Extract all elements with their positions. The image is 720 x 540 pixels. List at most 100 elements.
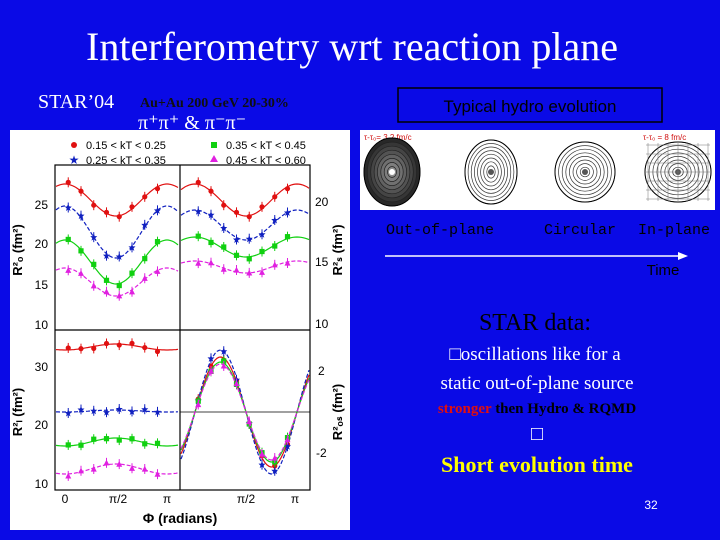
marker: [207, 367, 214, 374]
source-outline: [363, 137, 421, 207]
note-text: then Hydro & RQMD: [491, 401, 636, 417]
y-tick-label: 20: [35, 418, 49, 432]
marker: [141, 275, 148, 281]
marker: [142, 441, 148, 447]
marker: [207, 211, 215, 219]
marker: [91, 202, 97, 208]
marker: [258, 450, 265, 457]
x-tick-label: π: [163, 492, 171, 506]
y-tick-label: 20: [315, 195, 329, 209]
marker: [154, 440, 161, 446]
marker: [271, 261, 278, 268]
y-tick-label: 15: [35, 278, 49, 292]
marker: [116, 342, 122, 348]
marker: [271, 467, 279, 475]
note-highlight: stronger: [438, 401, 492, 417]
marker: [91, 261, 97, 267]
time-arrow-head: [678, 252, 688, 260]
note-line: static out-of-plane source: [440, 373, 633, 394]
marker: [221, 244, 227, 250]
marker: [116, 282, 122, 289]
x-tick-label: 0: [62, 492, 69, 506]
marker: [65, 442, 71, 448]
contour: [480, 157, 502, 187]
legend-entry: 0.15 < kT < 0.25: [86, 140, 166, 152]
legend-marker: [210, 155, 218, 162]
marker: [233, 380, 240, 387]
source-core: [488, 169, 494, 175]
x-tick-label: π/2: [237, 492, 256, 506]
marker: [128, 407, 136, 415]
marker: [233, 209, 240, 215]
shape-label: Out-of-plane: [386, 222, 494, 239]
y-tick-label: 15: [315, 255, 329, 269]
marker: [103, 340, 110, 347]
slide-title: Interferometry wrt reaction plane: [86, 24, 618, 69]
marker: [153, 408, 161, 416]
marker: [233, 252, 240, 258]
contour: [565, 152, 605, 192]
system: Au+Au 200 GeV 20-30%: [140, 96, 289, 111]
marker: [90, 407, 98, 415]
legend-marker: [211, 142, 217, 148]
particles: π⁺π⁺ & π⁻π⁻: [138, 112, 246, 134]
marker: [65, 267, 72, 273]
marker: [245, 235, 253, 243]
marker: [129, 204, 135, 210]
contour: [467, 143, 515, 201]
y-axis-label: R²ₒₛ (fm²): [330, 384, 345, 440]
hydro-title: Typical hydro evolution: [444, 97, 617, 116]
marker: [90, 465, 97, 472]
marker: [284, 436, 291, 443]
legend-entry: 0.45 < kT < 0.60: [226, 155, 306, 167]
marker: [142, 194, 148, 200]
marker: [246, 214, 252, 220]
marker: [258, 230, 266, 238]
marker: [103, 288, 110, 295]
marker: [272, 243, 278, 249]
legend-marker: [71, 142, 77, 148]
marker: [220, 265, 227, 272]
marker: [195, 259, 202, 266]
marker: [128, 243, 136, 251]
shape-label: In-plane: [638, 222, 710, 239]
marker: [259, 204, 265, 210]
contour: [477, 153, 505, 191]
y-tick-label: 10: [35, 477, 49, 491]
marker: [195, 233, 201, 239]
source-core: [582, 169, 588, 175]
y-tick-label: 10: [35, 318, 49, 332]
shape-label: Circular: [544, 222, 616, 239]
marker: [194, 207, 202, 215]
source-core: [389, 169, 395, 175]
contour: [579, 166, 591, 178]
page-number: 32: [644, 498, 658, 512]
marker: [258, 461, 266, 469]
marker: [220, 347, 228, 355]
marker: [246, 269, 253, 276]
marker: [116, 292, 123, 299]
marker: [129, 340, 135, 346]
contour: [474, 150, 508, 194]
marker: [246, 418, 253, 425]
marker: [259, 248, 265, 255]
source-outline: [644, 141, 712, 203]
panel-frame: [54, 164, 311, 491]
contour: [470, 146, 512, 198]
marker: [258, 269, 265, 275]
marker: [207, 354, 215, 362]
marker: [141, 221, 149, 229]
marker: [221, 202, 227, 208]
marker: [246, 256, 252, 262]
marker: [271, 216, 279, 224]
contour: [572, 159, 598, 185]
marker: [116, 437, 122, 443]
marker: [154, 348, 161, 355]
marker: [208, 239, 214, 246]
x-tick-label: π: [291, 492, 299, 506]
source-outline: [464, 139, 518, 205]
marker: [232, 236, 240, 244]
marker: [65, 472, 72, 479]
marker: [77, 212, 85, 220]
